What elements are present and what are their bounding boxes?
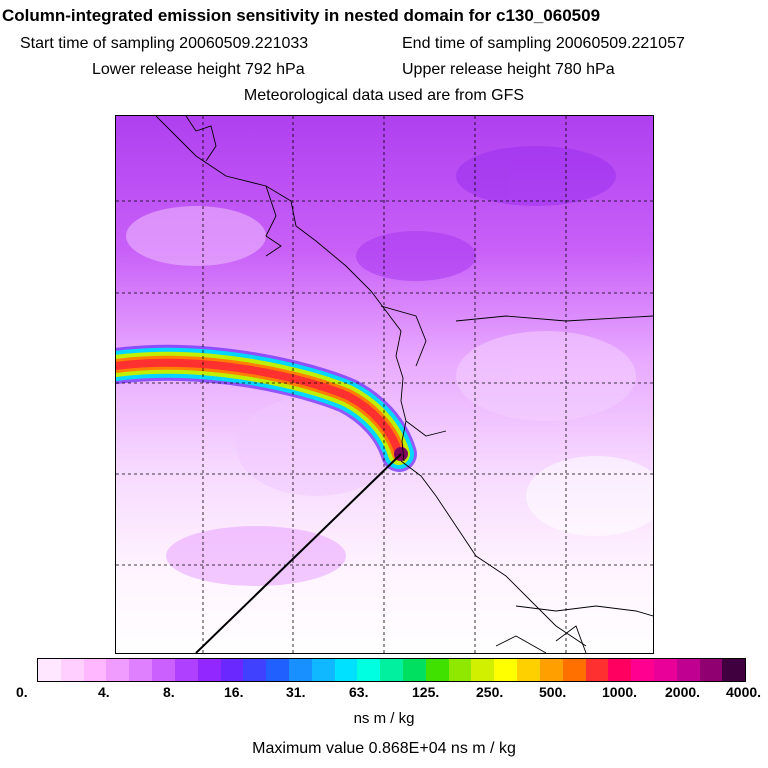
tick-label: 63. bbox=[349, 684, 369, 700]
tick-label: 16. bbox=[224, 684, 244, 700]
tick-label: 0. bbox=[16, 684, 28, 700]
color-bin bbox=[288, 659, 312, 681]
color-bin bbox=[266, 659, 289, 681]
color-bin bbox=[585, 659, 609, 681]
color-bin bbox=[699, 659, 723, 681]
end-time-label: End time of sampling 20060509.221057 bbox=[402, 35, 685, 52]
plot-title: Column-integrated emission sensitivity i… bbox=[2, 6, 601, 25]
color-bin bbox=[197, 659, 221, 681]
lower-release-label: Lower release height 792 hPa bbox=[92, 61, 305, 78]
color-bin bbox=[425, 659, 449, 681]
color-bin bbox=[471, 659, 495, 681]
color-bin bbox=[174, 659, 198, 681]
color-bin bbox=[334, 659, 358, 681]
color-bin bbox=[631, 659, 654, 681]
tick-label: 125. bbox=[412, 684, 440, 700]
color-bin bbox=[83, 659, 107, 681]
tick-label: 500. bbox=[539, 684, 567, 700]
emission-plume bbox=[116, 358, 403, 458]
color-bin bbox=[676, 659, 700, 681]
color-bin bbox=[38, 659, 61, 681]
tick-label: 250. bbox=[476, 684, 504, 700]
color-bin bbox=[311, 659, 335, 681]
tick-label: 8. bbox=[163, 684, 175, 700]
color-bin bbox=[106, 659, 130, 681]
sensitivity-patches bbox=[126, 146, 653, 586]
color-bin bbox=[517, 659, 540, 681]
color-bin bbox=[152, 659, 175, 681]
color-bin bbox=[220, 659, 244, 681]
color-bin bbox=[403, 659, 426, 681]
maximum-value-label: Maximum value 0.868E+04 ns m / kg bbox=[252, 740, 516, 757]
color-scale-unit: ns m / kg bbox=[353, 710, 415, 727]
color-scale-bar bbox=[37, 658, 746, 682]
start-time-label: Start time of sampling 20060509.221033 bbox=[20, 35, 309, 52]
tick-label: 2000. bbox=[665, 684, 701, 700]
color-bin bbox=[608, 659, 632, 681]
color-bin bbox=[539, 659, 563, 681]
color-bin bbox=[243, 659, 267, 681]
color-bin bbox=[653, 659, 677, 681]
tick-label: 4000. bbox=[726, 684, 762, 700]
color-bin bbox=[448, 659, 472, 681]
tick-label: 1000. bbox=[602, 684, 638, 700]
met-data-label: Meteorological data used are from GFS bbox=[243, 87, 525, 104]
tick-label: 4. bbox=[98, 684, 110, 700]
color-bin bbox=[129, 659, 153, 681]
flight-track bbox=[195, 453, 402, 653]
color-bin bbox=[380, 659, 403, 681]
coastlines bbox=[155, 116, 653, 653]
emission-sensitivity-map bbox=[115, 115, 654, 654]
color-bin bbox=[562, 659, 586, 681]
tick-label: 31. bbox=[286, 684, 306, 700]
upper-release-label: Upper release height 780 hPa bbox=[402, 61, 615, 78]
color-bin bbox=[357, 659, 381, 681]
color-bin bbox=[722, 659, 746, 681]
color-bin bbox=[494, 659, 518, 681]
color-bin bbox=[60, 659, 84, 681]
